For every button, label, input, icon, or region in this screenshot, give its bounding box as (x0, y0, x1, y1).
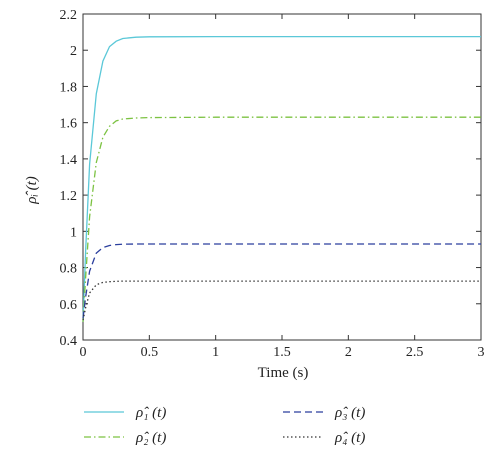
series-line-2 (82, 116, 481, 322)
x-tick-label: 0 (80, 345, 87, 360)
legend: ρ̂₁ (t) ρ̂₂ (t) ρ̂₃ (t) ρ̂₄ (t) (84, 405, 365, 446)
legend-label-3: ρ̂₃ (t) (334, 405, 365, 421)
y-tick-label: 1.4 (60, 153, 78, 168)
x-tick-label: 2 (345, 345, 352, 360)
x-tick-label: 2.5 (406, 345, 424, 360)
x-tick-label: 1.5 (273, 345, 291, 360)
y-tick-label: 0.6 (60, 298, 78, 313)
axis-ticks: 0 0.5 1 1.5 2 2.5 3 0.4 0.6 0.8 1 1.2 1.4 1.6 1.8 2 2.2 (60, 8, 485, 360)
legend-label-4: ρ̂₄ (t) (334, 430, 365, 446)
series-line-1 (82, 35, 481, 322)
y-tick-label: 1 (70, 225, 77, 240)
legend-label-1: ρ̂₁ (t) (135, 405, 166, 421)
y-tick-label: 1.2 (60, 189, 78, 204)
series-lines (82, 35, 481, 322)
y-tick-label: 2.2 (60, 8, 78, 23)
y-tick-label: 1.8 (60, 80, 78, 95)
y-tick-label: 0.8 (60, 262, 78, 277)
legend-label-2: ρ̂₂ (t) (135, 430, 166, 446)
x-tick-label: 0.5 (141, 345, 159, 360)
y-tick-label: 1.6 (60, 117, 78, 132)
y-tick-label: 0.4 (60, 334, 78, 349)
series-line-3 (82, 243, 481, 319)
plot-frame (82, 13, 482, 341)
x-tick-label: 3 (478, 345, 485, 360)
x-tick-label: 1 (212, 345, 219, 360)
series-line-4 (82, 280, 481, 321)
plot-border (82, 13, 482, 341)
y-tick-label: 2 (70, 44, 77, 59)
x-axis-title: Time (s) (258, 365, 309, 381)
y-axis-title: ρ̂ᵢ (t) (24, 176, 40, 204)
